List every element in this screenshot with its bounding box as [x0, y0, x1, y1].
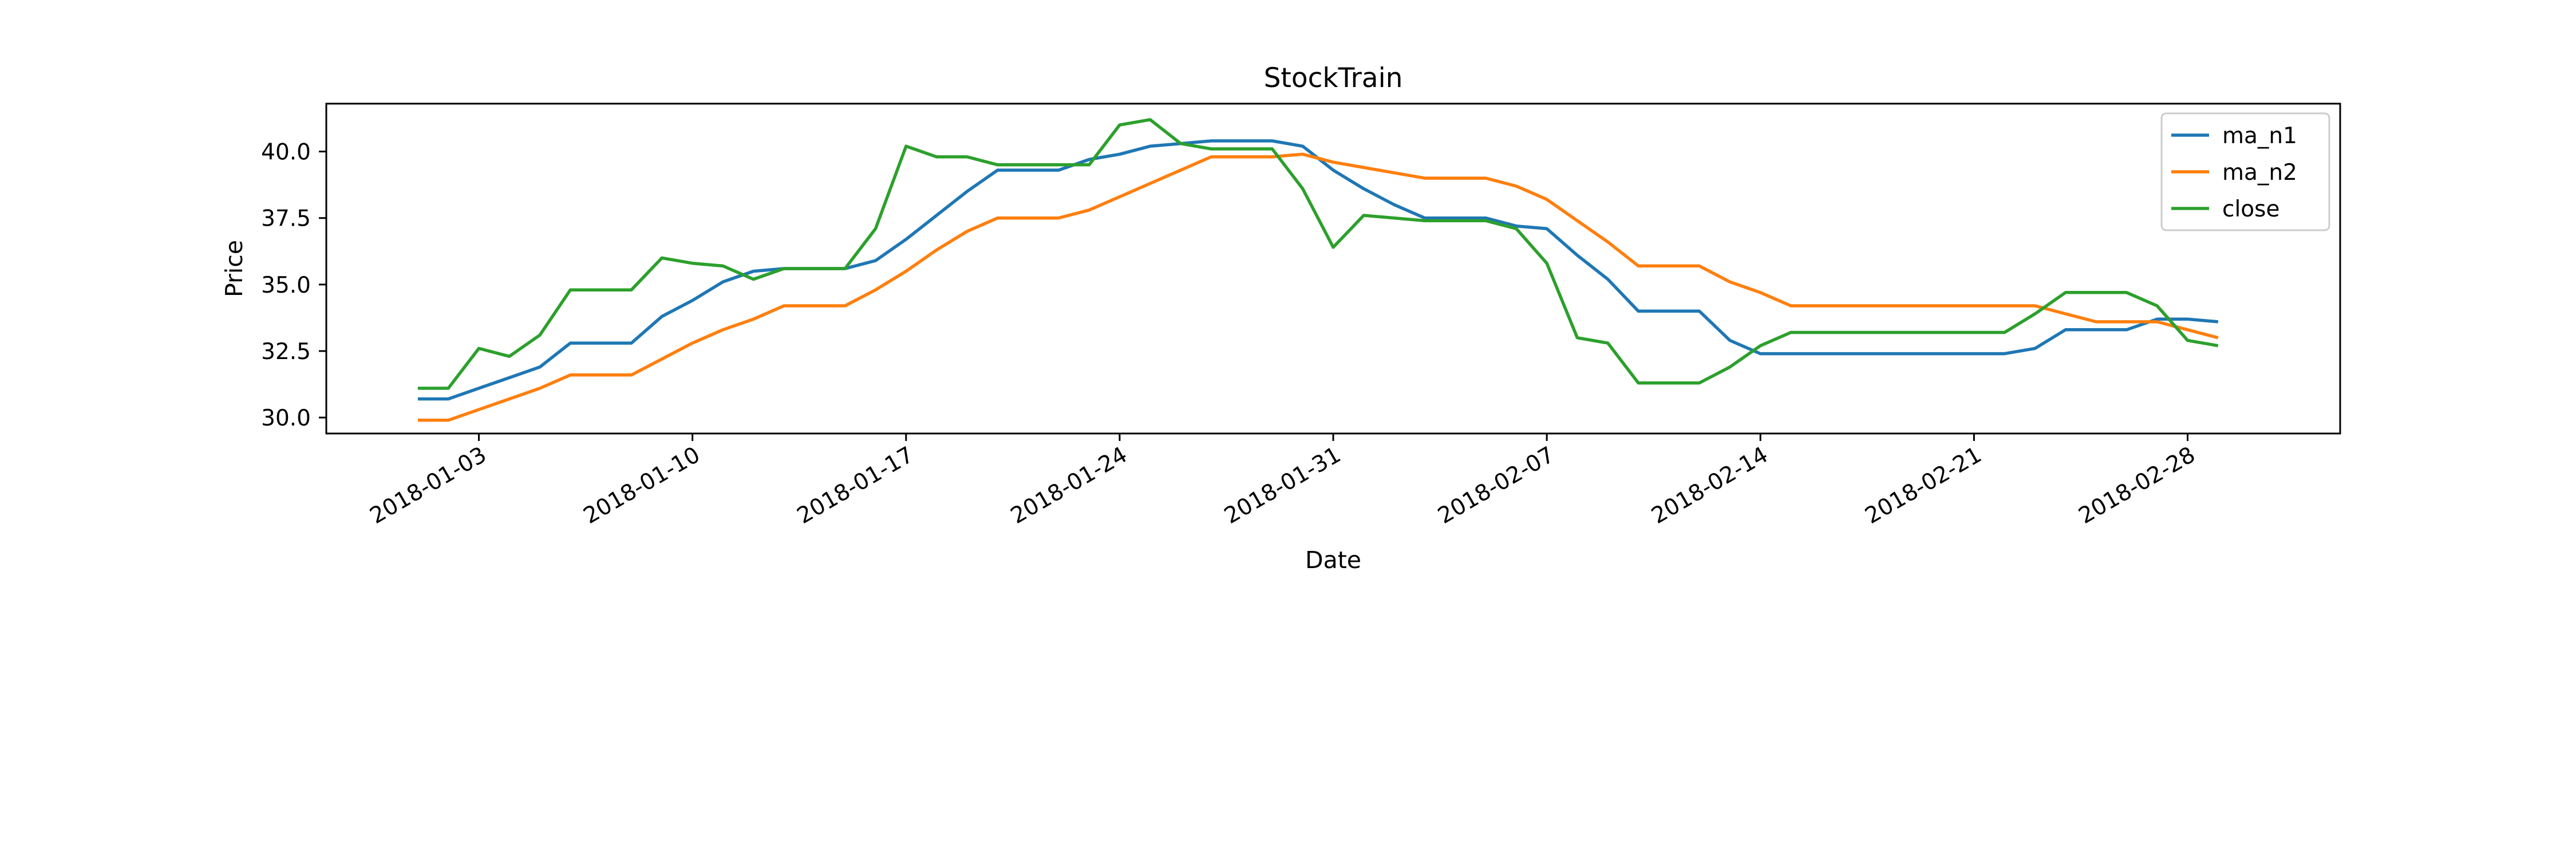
series-line-close — [417, 118, 2219, 390]
y-axis: 30.0 32.5 35.0 37.5 40.0 — [261, 140, 326, 431]
legend-label-ma-n1: ma_n1 — [2222, 123, 2297, 149]
legend-box — [2160, 112, 2330, 231]
y-tick-label: 37.5 — [261, 206, 311, 232]
y-tick-label: 30.0 — [261, 405, 311, 431]
chart-title: StockTrain — [1264, 62, 1403, 94]
series-layer — [417, 118, 2219, 422]
legend-label-close: close — [2222, 196, 2279, 222]
series-line-ma-n2 — [417, 152, 2219, 422]
legend-label-ma-n2: ma_n2 — [2222, 160, 2297, 186]
x-axis-label: Date — [1305, 546, 1361, 574]
y-tick-label: 35.0 — [261, 273, 311, 298]
y-tick-label: 32.5 — [261, 339, 311, 365]
y-axis-label: Price — [220, 240, 248, 297]
y-tick-label: 40.0 — [261, 140, 311, 166]
